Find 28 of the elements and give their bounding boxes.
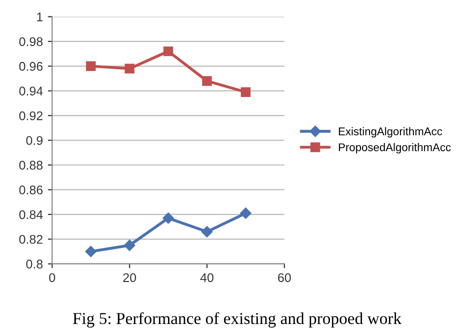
y-tick-label: 0.9: [26, 136, 43, 145]
point: [162, 212, 174, 224]
x-tick-label: 60: [278, 273, 291, 282]
point: [202, 76, 212, 86]
legend-label: ProposedAlgorithmAcc: [338, 143, 451, 154]
point: [240, 87, 251, 97]
point: [240, 208, 252, 219]
y-tick-label: 0.84: [19, 210, 43, 220]
point: [124, 64, 134, 74]
legend-label: ExistingAlgorithmAcc: [338, 127, 442, 138]
y-tick-label: 0.98: [19, 37, 43, 46]
y-tick-label: 0.82: [19, 234, 42, 244]
point: [124, 240, 136, 251]
point: [163, 46, 174, 56]
point: [85, 246, 96, 258]
point: [201, 226, 213, 238]
y-tick-label: 1: [37, 12, 43, 22]
y-tick-label: 0.92: [19, 111, 42, 120]
y-tick-label: 0.96: [19, 62, 43, 71]
y-tick-label: 0.8: [26, 260, 43, 269]
x-tick-label: 20: [123, 273, 136, 282]
y-tick-label: 0.86: [19, 186, 43, 194]
caption: Fig 5: Performance of existing and propoed work: [72, 312, 402, 328]
x-tick-label: 0: [49, 273, 56, 282]
x-tick-label: 40: [200, 273, 214, 282]
y-tick-label: 0.88: [19, 160, 43, 170]
point: [86, 61, 96, 71]
y-tick-label: 0.94: [19, 86, 43, 96]
